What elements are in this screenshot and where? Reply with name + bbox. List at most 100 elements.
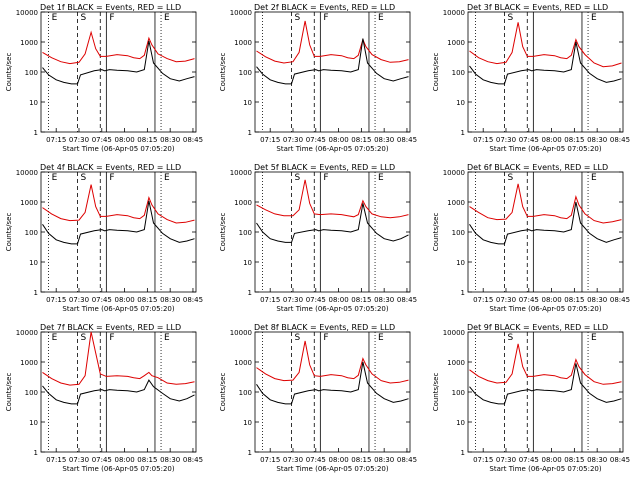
- y-tick-label: 1: [461, 289, 465, 297]
- y-axis-title: Counts/sec: [219, 373, 227, 412]
- x-tick-label: 08:30: [374, 296, 394, 304]
- y-tick-label: 1000: [447, 39, 465, 47]
- plot-frame: [254, 171, 411, 293]
- x-tick-label: 08:00: [328, 136, 348, 144]
- chart-title: Det 3f BLACK = Events, RED = LLD: [467, 3, 608, 12]
- x-tick-label: 08:30: [587, 456, 607, 464]
- x-tick-label: 07:15: [46, 136, 66, 144]
- x-tick-label: 08:45: [610, 296, 630, 304]
- x-tick-label: 08:00: [114, 456, 134, 464]
- x-tick-label: 07:30: [69, 136, 89, 144]
- chart-title: Det 6f BLACK = Events, RED = LLD: [467, 163, 608, 172]
- chart-title: Det 2f BLACK = Events, RED = LLD: [254, 3, 395, 12]
- x-tick-label: 07:45: [519, 456, 539, 464]
- chart-title: Det 5f BLACK = Events, RED = LLD: [254, 163, 395, 172]
- x-tick-label: 08:15: [564, 296, 584, 304]
- y-tick-label: 100: [25, 229, 38, 237]
- x-tick-label: 07:45: [519, 296, 539, 304]
- y-axis-title: Counts/sec: [432, 213, 440, 252]
- x-tick-label: 08:15: [137, 296, 157, 304]
- x-tick-label: 08:45: [397, 136, 417, 144]
- x-tick-label: 08:45: [397, 296, 417, 304]
- lld-series-line: [42, 331, 195, 386]
- marker-label: S: [294, 173, 300, 183]
- plot-frame: [40, 331, 197, 453]
- plot-frame: [467, 11, 624, 133]
- y-tick-label: 1000: [20, 199, 38, 207]
- y-tick-label: 10000: [230, 9, 252, 17]
- x-tick-label: 07:15: [260, 456, 280, 464]
- x-tick-label: 08:15: [564, 136, 584, 144]
- events-series-line: [469, 41, 622, 85]
- x-tick-label: 07:15: [46, 456, 66, 464]
- x-tick-label: 07:30: [69, 456, 89, 464]
- events-series-line: [256, 203, 409, 243]
- y-tick-label: 10: [243, 259, 252, 267]
- lld-series-line: [469, 22, 622, 68]
- y-tick-label: 10000: [230, 169, 252, 177]
- y-tick-label: 1: [248, 289, 252, 297]
- x-tick-label: 08:15: [137, 136, 157, 144]
- y-tick-label: 100: [452, 229, 465, 237]
- x-tick-label: 07:45: [92, 456, 112, 464]
- y-tick-label: 1: [34, 289, 38, 297]
- marker-label: S: [507, 173, 513, 183]
- x-tick-label: 08:45: [610, 456, 630, 464]
- marker-label: E: [52, 173, 58, 183]
- events-series-line: [469, 201, 622, 245]
- marker-label: E: [378, 333, 384, 343]
- x-tick-label: 08:30: [374, 456, 394, 464]
- x-tick-label: 07:15: [473, 136, 493, 144]
- y-tick-label: 1000: [20, 359, 38, 367]
- x-tick-label: 08:30: [160, 456, 180, 464]
- x-tick-label: 08:15: [564, 456, 584, 464]
- marker-label: F: [323, 333, 328, 343]
- x-tick-label: 07:30: [283, 456, 303, 464]
- marker-label: E: [164, 13, 170, 23]
- x-axis-title: Start Time (06-Apr-05 07:05:20): [489, 145, 601, 153]
- y-tick-label: 1: [34, 449, 38, 457]
- y-tick-label: 10000: [16, 9, 38, 17]
- marker-label: E: [378, 173, 384, 183]
- x-tick-label: 08:00: [541, 456, 561, 464]
- marker-label: E: [591, 173, 597, 183]
- x-tick-label: 08:45: [183, 456, 203, 464]
- y-tick-label: 100: [239, 229, 252, 237]
- marker-label: S: [507, 13, 513, 23]
- marker-label: S: [507, 333, 513, 343]
- x-tick-label: 07:45: [306, 136, 326, 144]
- events-series-line: [469, 363, 622, 405]
- events-series-line: [42, 200, 195, 245]
- y-tick-label: 10: [456, 419, 465, 427]
- x-tick-label: 07:30: [496, 456, 516, 464]
- x-tick-label: 08:15: [351, 136, 371, 144]
- marker-label: S: [80, 333, 86, 343]
- lld-series-line: [256, 340, 409, 384]
- y-tick-label: 10: [29, 259, 38, 267]
- x-axis-title: Start Time (06-Apr-05 07:05:20): [62, 465, 174, 473]
- x-tick-label: 08:00: [114, 136, 134, 144]
- y-tick-label: 1000: [234, 199, 252, 207]
- x-tick-label: 08:45: [610, 136, 630, 144]
- x-tick-label: 08:30: [587, 136, 607, 144]
- plot-frame: [467, 171, 624, 293]
- x-tick-label: 08:30: [374, 136, 394, 144]
- y-tick-label: 100: [25, 389, 38, 397]
- y-tick-label: 10: [456, 259, 465, 267]
- x-tick-label: 07:15: [260, 136, 280, 144]
- y-tick-label: 10: [456, 99, 465, 107]
- lld-series-line: [42, 30, 195, 65]
- y-tick-label: 1: [34, 129, 38, 137]
- chart-title: Det 7f BLACK = Events, RED = LLD: [40, 323, 181, 332]
- y-axis-title: Counts/sec: [219, 53, 227, 92]
- marker-label: F: [109, 333, 114, 343]
- y-axis-title: Counts/sec: [5, 373, 13, 412]
- chart-title: Det 4f BLACK = Events, RED = LLD: [40, 163, 181, 172]
- x-axis-title: Start Time (06-Apr-05 07:05:20): [276, 145, 388, 153]
- plot-frame: [40, 171, 197, 293]
- y-tick-label: 1000: [447, 199, 465, 207]
